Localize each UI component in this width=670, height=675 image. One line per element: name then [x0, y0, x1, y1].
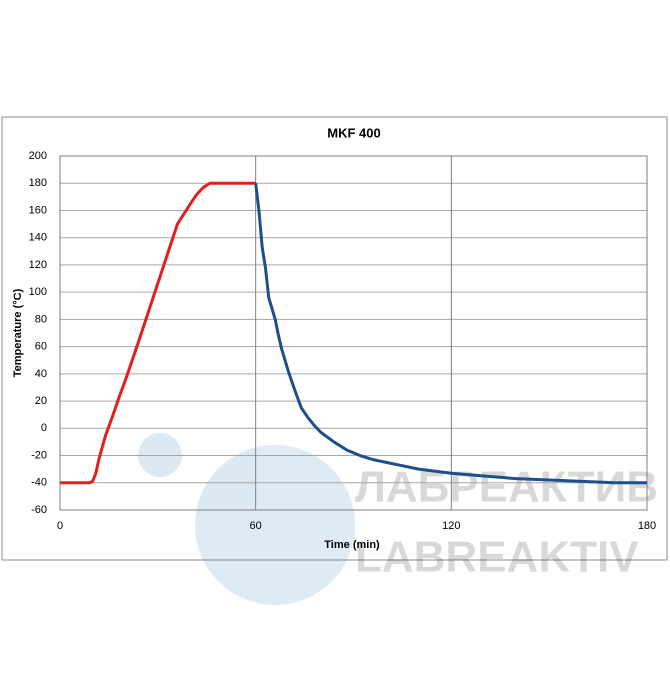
x-tick-label: 120: [442, 520, 460, 532]
y-tick-label: 40: [35, 368, 47, 380]
y-tick-label: -20: [31, 449, 47, 461]
chart-frame: [1, 116, 668, 561]
y-tick-label: -40: [31, 477, 47, 489]
plot-border: [59, 155, 648, 511]
y-tick-label: 0: [41, 422, 47, 434]
x-tick-label: 180: [638, 520, 656, 532]
y-tick-label: 60: [35, 341, 47, 353]
y-tick-label: 200: [29, 150, 47, 162]
y-tick-label: 80: [35, 313, 47, 325]
x-tick-label: 60: [250, 520, 262, 532]
watermark-text: LABREAKTIV: [355, 533, 639, 582]
y-tick-label: -60: [31, 504, 47, 516]
y-tick-label: 140: [29, 232, 47, 244]
chart-title: MKF 400: [327, 125, 380, 140]
y-tick-label: 20: [35, 395, 47, 407]
y-tick-label: 100: [29, 286, 47, 298]
watermark-logo: [138, 433, 355, 605]
line-series: [254, 183, 647, 485]
y-axis-title: Temperature (°C): [12, 288, 24, 377]
x-tick-label: 0: [57, 520, 63, 532]
y-tick-label: 180: [29, 177, 47, 189]
y-tick-label: 160: [29, 204, 47, 216]
y-tick-label: 120: [29, 259, 47, 271]
line-series: [60, 181, 256, 485]
watermark-text: ЛАБРЕАКТИВ: [355, 463, 658, 512]
x-axis-title: Time (min): [324, 539, 380, 551]
